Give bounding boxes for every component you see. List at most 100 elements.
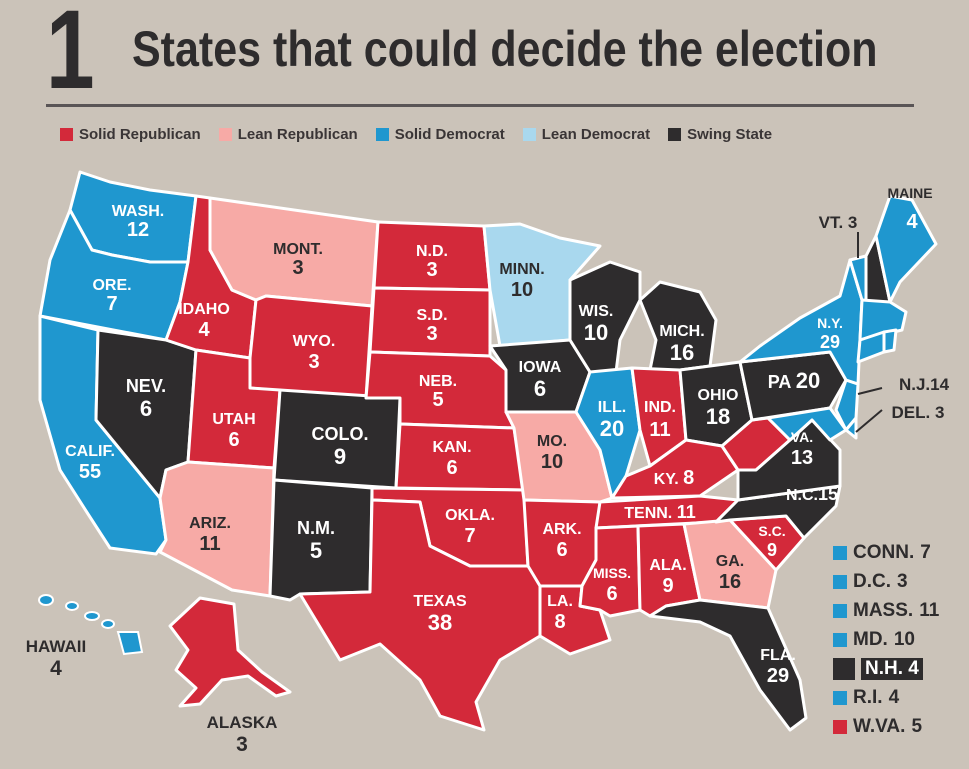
label-ark: ARK. 6: [542, 521, 581, 561]
state-fla[interactable]: [648, 598, 808, 732]
label-name: GA.: [716, 553, 744, 570]
label-name: UTAH: [212, 411, 255, 428]
label-name: N.D.: [416, 243, 448, 260]
small-state-wva: W.VA. 5: [833, 712, 939, 741]
small-state-votes: 5: [911, 715, 923, 737]
label-name: WYO.: [293, 333, 336, 350]
label-votes: 9: [662, 575, 673, 597]
state-alaska[interactable]: [168, 596, 292, 708]
small-state-votes: 7: [920, 541, 931, 563]
legend-solid-democrat: Solid Democrat: [375, 126, 505, 143]
label-votes: 4: [50, 657, 62, 680]
hawaii-island-2: [65, 601, 79, 611]
label-name: IOWA: [519, 359, 562, 376]
label-name: ARK.: [542, 521, 581, 538]
small-state-nh: N.H. 4: [833, 654, 939, 683]
label-tenn: TENN. 11: [624, 502, 695, 522]
state-ri[interactable]: [882, 328, 898, 354]
legend-label: Lean Democrat: [541, 126, 651, 143]
state-wis[interactable]: [568, 260, 642, 374]
leader-del: [855, 409, 883, 433]
label-name: KY.: [654, 471, 679, 488]
state-kan[interactable]: [394, 422, 526, 492]
small-state-highlight: N.H. 4: [861, 657, 923, 680]
label-votes: 12: [127, 219, 149, 241]
small-state-conn: CONN. 7: [833, 538, 939, 567]
label-minn: MINN. 10: [499, 261, 544, 301]
small-state-votes: 4: [888, 686, 900, 708]
label-votes: 29: [767, 665, 789, 687]
legend-swatch: [218, 128, 232, 141]
label-name: NEB.: [419, 373, 457, 390]
label-mich: MICH. 16: [659, 323, 704, 365]
label-la: LA. 8: [547, 593, 573, 633]
label-votes: 10: [541, 451, 563, 473]
label-fla: FLA. 29: [760, 647, 796, 687]
page-title: States that could decide the election: [132, 21, 878, 77]
label-votes: 29: [820, 332, 840, 352]
state-texas[interactable]: [298, 498, 542, 732]
label-ky: KY. 8: [654, 467, 694, 489]
state-shapes: [38, 170, 938, 732]
label-okla: OKLA. 7: [445, 507, 495, 547]
state-del[interactable]: [844, 416, 858, 440]
label-votes: 6: [534, 376, 546, 401]
label-del: DEL. 3: [892, 403, 945, 422]
label-votes: 6: [606, 583, 617, 605]
label-votes: 4: [198, 319, 210, 341]
label-votes: 20: [600, 416, 624, 441]
legend-label: Solid Republican: [79, 126, 201, 143]
label-votes: 3: [848, 213, 857, 232]
label-name: KAN.: [432, 439, 471, 456]
label-name: MAINE: [887, 185, 932, 201]
small-state-swatch: [833, 632, 847, 647]
label-votes: 10: [584, 320, 608, 345]
label-nj: N.J.14: [899, 375, 950, 394]
label-neb: NEB. 5: [419, 373, 457, 411]
label-name: CALIF.: [65, 443, 115, 460]
small-state-name: W.VA.: [853, 715, 906, 737]
label-votes: 6: [228, 429, 239, 451]
label-calif: CALIF. 55: [65, 443, 115, 483]
legend-lean-democrat: Lean Democrat: [522, 126, 651, 143]
label-votes: 5: [432, 389, 443, 411]
label-utah: UTAH 6: [212, 411, 255, 451]
label-votes: 16: [719, 571, 741, 593]
label-name: N.C.: [786, 487, 818, 504]
small-state-name: N.H.: [865, 657, 903, 679]
label-votes: 11: [199, 533, 220, 555]
label-name: MINN.: [499, 261, 544, 278]
label-name: S.C.: [758, 523, 785, 539]
legend-label: Swing State: [687, 126, 773, 143]
label-vt: VT. 3: [819, 213, 858, 232]
label-name: LA.: [547, 593, 573, 610]
label-name: N.M.: [297, 518, 335, 538]
label-name: IND.: [644, 399, 676, 416]
label-name: DEL.: [892, 403, 931, 422]
label-ala: ALA. 9: [649, 557, 686, 597]
label-name: ILL.: [598, 399, 626, 416]
small-state-swatch: [833, 574, 847, 589]
small-state-mass: MASS. 11: [833, 596, 939, 625]
label-name: NEV.: [126, 376, 166, 396]
label-name: FLA.: [760, 647, 796, 664]
label-votes: 6: [140, 396, 152, 421]
label-name: VA.: [791, 429, 813, 445]
state-hawaii[interactable]: [38, 594, 144, 656]
label-name: ALASKA: [206, 713, 278, 732]
label-votes: 13: [791, 447, 813, 469]
title-rule: [46, 104, 914, 107]
small-state-name: MD.: [853, 628, 888, 650]
label-votes: 7: [106, 293, 117, 315]
label-nev: NEV. 6: [126, 376, 166, 421]
label-nd: N.D. 3: [416, 243, 448, 281]
label-mo: MO. 10: [537, 433, 567, 473]
label-miss: MISS. 6: [593, 565, 631, 605]
label-votes: 11: [649, 419, 670, 441]
small-state-swatch: [833, 657, 855, 680]
state-md[interactable]: [766, 406, 848, 442]
label-name: WASH.: [112, 203, 164, 220]
label-votes: 7: [464, 525, 475, 547]
hawaii-island-5: [116, 631, 144, 656]
